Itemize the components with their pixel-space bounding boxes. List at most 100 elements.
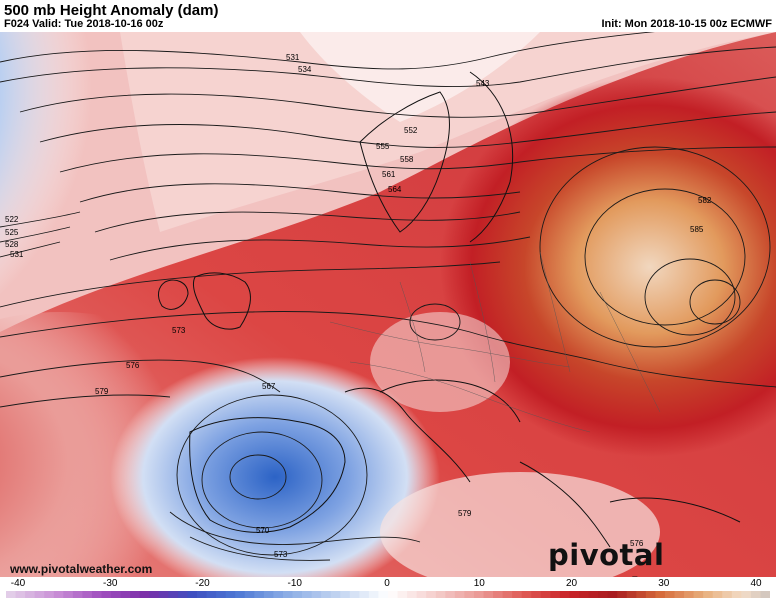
colorbar-tick-label: -20 — [195, 578, 210, 589]
colorbar-swatch — [101, 591, 112, 598]
contour-label: 534 — [298, 65, 312, 74]
colorbar-swatch — [464, 591, 475, 598]
colorbar-swatch — [703, 591, 714, 598]
colorbar-swatch — [378, 591, 389, 598]
colorbar-tick-label: -10 — [287, 578, 302, 589]
colorbar-tick-label: 0 — [384, 578, 390, 589]
contour-label: 579 — [95, 387, 109, 396]
colorbar-swatch — [311, 591, 322, 598]
contour-label: 561 — [382, 170, 396, 179]
colorbar-swatch — [684, 591, 695, 598]
colorbar-swatch — [588, 591, 599, 598]
colorbar-tick-label: 40 — [750, 578, 762, 589]
contour-label-group: 531 534 543 552 555 558 561 564 522 525 … — [5, 53, 712, 559]
colorbar-swatch — [741, 591, 752, 598]
contour-label: 567 — [262, 382, 276, 391]
contour-label: 564 — [388, 185, 402, 194]
colorbar-swatch — [617, 591, 628, 598]
colorbar-swatch — [158, 591, 169, 598]
contour-label: 555 — [376, 142, 390, 151]
colorbar-swatch — [139, 591, 150, 598]
colorbar-swatch — [359, 591, 370, 598]
contour-label: 585 — [690, 225, 704, 234]
height-contours — [0, 32, 776, 561]
colorbar-swatch — [177, 591, 189, 598]
contour-label: 531 — [10, 250, 24, 259]
colorbar-swatch — [187, 591, 198, 598]
contour-label: 543 — [476, 79, 490, 88]
colorbar-swatch — [6, 591, 17, 598]
colorbar-swatch — [130, 591, 141, 598]
colorbar-swatch — [302, 591, 313, 598]
colorbar-tick-label: 20 — [565, 578, 578, 589]
colorbar-swatch — [521, 591, 532, 598]
colorbar-swatch — [664, 591, 676, 598]
header: 500 mb Height Anomaly (dam) F024 Valid: … — [0, 0, 776, 32]
colorbar-swatch — [25, 591, 36, 598]
colorbar-swatch — [598, 591, 609, 598]
colorbar-swatch — [206, 591, 217, 598]
contour-label: 582 — [698, 196, 712, 205]
colorbar-swatch — [321, 591, 332, 598]
colorbar-swatch — [579, 591, 590, 598]
colorbar-swatch — [63, 591, 74, 598]
colorbar-swatch — [531, 591, 542, 598]
colorbar-swatch — [111, 591, 122, 598]
valid-time: F024 Valid: Tue 2018-10-16 00z — [4, 18, 164, 30]
colorbar-swatch — [712, 591, 723, 598]
colorbar-swatch — [282, 591, 294, 598]
init-time: Init: Mon 2018-10-15 00z ECMWF — [601, 18, 772, 30]
colorbar-tick-label: -40 — [10, 578, 26, 589]
colorbar-swatch — [435, 591, 446, 598]
watermark-url: www.pivotalweather.com — [10, 562, 153, 576]
colorbar-swatch — [407, 591, 418, 598]
colorbar-swatch — [168, 591, 179, 598]
contour-label: 528 — [5, 240, 19, 249]
colorbar-swatch — [244, 591, 255, 598]
contour-label: 573 — [172, 326, 186, 335]
colorbar-swatch — [559, 591, 571, 598]
colorbar-swatch — [292, 591, 303, 598]
colorbar-swatch — [636, 591, 647, 598]
colorbar-swatch — [502, 591, 513, 598]
colorbar-swatch — [731, 591, 742, 598]
colorbar-swatch — [34, 591, 45, 598]
contour-label: 576 — [126, 361, 140, 370]
colorbar-swatch — [254, 591, 265, 598]
colorbar-swatch — [626, 591, 637, 598]
colorbar-swatch — [91, 591, 103, 598]
colorbar-tick-label: 10 — [473, 578, 485, 589]
colorbar-swatch — [120, 591, 131, 598]
colorbar-strip — [6, 591, 770, 598]
map-canvas: 531 534 543 552 555 558 561 564 522 525 … — [0, 32, 776, 577]
colorbar-swatch — [512, 591, 523, 598]
colorbar-tick-label: 30 — [658, 578, 670, 589]
colorbar-swatch — [263, 591, 274, 598]
colorbar-swatch — [197, 591, 208, 598]
anomaly-map: 531 534 543 552 555 558 561 564 522 525 … — [0, 32, 776, 577]
colorbar-swatch — [493, 591, 504, 598]
colorbar-swatch — [330, 591, 341, 598]
colorbar-swatch — [149, 591, 160, 598]
colorbar-swatch — [368, 591, 380, 598]
colorbar-swatch — [569, 591, 580, 598]
contour-label: 522 — [5, 215, 19, 224]
colorbar-swatch — [340, 591, 351, 598]
contour-label: 570 — [256, 526, 270, 535]
colorbar-swatch — [235, 591, 246, 598]
colorbar-swatch — [655, 591, 666, 598]
contour-label: 531 — [286, 53, 300, 62]
colorbar-swatch — [674, 591, 685, 598]
colorbar-swatch — [225, 591, 236, 598]
colorbar-swatch — [273, 591, 284, 598]
colorbar-swatch — [216, 591, 227, 598]
colorbar-swatch — [483, 591, 494, 598]
colorbar-swatch — [445, 591, 456, 598]
colorbar-swatch — [645, 591, 656, 598]
contour-label: 558 — [400, 155, 414, 164]
colorbar-swatch — [750, 591, 762, 598]
colorbar-tick-label: -30 — [103, 578, 118, 589]
colorbar-swatch — [72, 591, 83, 598]
borders — [329, 251, 661, 433]
colorbar-swatch — [349, 591, 360, 598]
